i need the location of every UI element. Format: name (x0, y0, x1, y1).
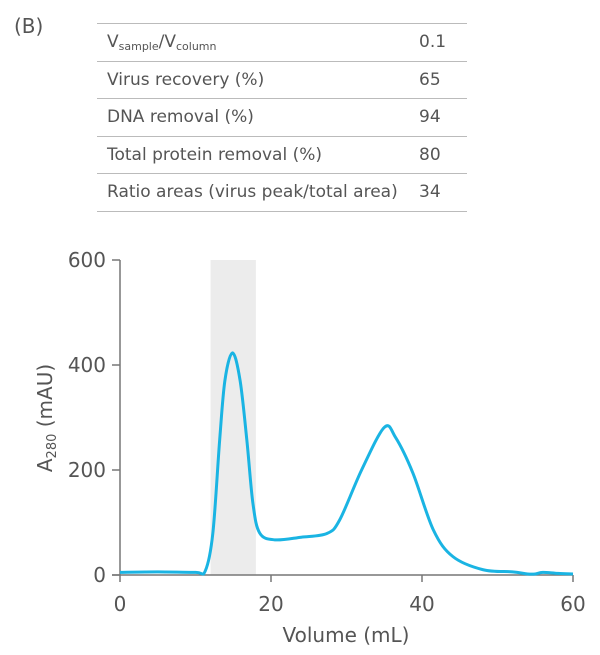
row-label: Virus recovery (%) (97, 60, 409, 99)
table-row: Virus recovery (%) 65 (97, 60, 467, 99)
y-tick-label: 0 (93, 563, 106, 587)
y-tick-label: 600 (68, 248, 106, 272)
x-axis-label: Volume (mL) (283, 623, 410, 647)
absorbance-line (119, 351, 574, 576)
row-value: 65 (409, 60, 467, 99)
ratio-label: Vsample/Vcolumn (97, 23, 409, 61)
row-value: 80 (409, 135, 467, 174)
table-row: DNA removal (%) 94 (97, 98, 467, 136)
x-tick-label: 0 (114, 592, 127, 616)
row-label: DNA removal (%) (97, 98, 409, 136)
row-value: 0.1 (409, 23, 467, 61)
x-tick-label: 20 (258, 592, 283, 616)
results-table: Vsample/Vcolumn 0.1 Virus recovery (%) 6… (97, 23, 467, 212)
table-row: Total protein removal (%) 80 (97, 135, 467, 174)
panel-label: (B) (14, 14, 44, 38)
table-row: Ratio areas (virus peak/total area) 34 (97, 173, 467, 212)
y-tick-label: 400 (68, 353, 106, 377)
row-label: Ratio areas (virus peak/total area) (97, 173, 409, 212)
row-label: Total protein removal (%) (97, 135, 409, 174)
x-tick-label: 40 (409, 592, 434, 616)
row-value: 94 (409, 98, 467, 136)
row-value: 34 (409, 173, 467, 212)
table-row: Vsample/Vcolumn 0.1 (97, 23, 467, 61)
y-tick-label: 200 (68, 458, 106, 482)
virus-peak-region (210, 260, 256, 575)
y-axis-label: A280 (mAU) (33, 364, 60, 472)
x-tick-label: 60 (560, 592, 585, 616)
